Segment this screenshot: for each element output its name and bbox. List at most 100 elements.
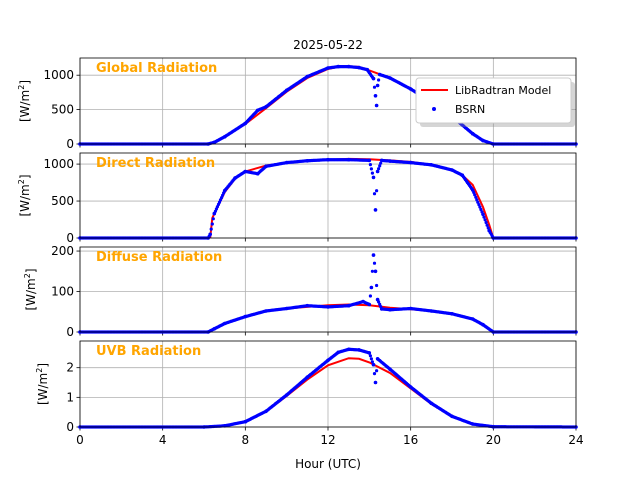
bsrn-point xyxy=(377,167,381,171)
bsrn-point xyxy=(222,321,227,326)
bsrn-point xyxy=(346,157,351,162)
legend-model-label: LibRadtran Model xyxy=(455,84,551,97)
y-tick-label: 0 xyxy=(66,325,74,339)
y-tick-label: 200 xyxy=(51,244,74,258)
bsrn-point xyxy=(284,88,289,93)
bsrn-point xyxy=(374,103,379,108)
bsrn-point xyxy=(450,312,454,316)
bsrn-point xyxy=(377,78,381,82)
bsrn-point xyxy=(371,175,376,180)
bsrn-point xyxy=(388,159,392,163)
bsrn-point xyxy=(388,76,392,80)
y-tick-label: 0 xyxy=(66,420,74,434)
bsrn-point xyxy=(378,164,382,168)
bsrn-point xyxy=(450,414,454,419)
bsrn-point xyxy=(264,409,268,414)
bsrn-point xyxy=(477,203,481,207)
y-tick-label: 0 xyxy=(66,231,74,245)
panel-frame xyxy=(79,340,577,428)
bsrn-point xyxy=(373,94,378,98)
bsrn-point xyxy=(476,200,480,204)
bsrn-point xyxy=(212,327,217,331)
bsrn-point xyxy=(370,171,374,175)
bsrn-point xyxy=(379,161,383,165)
bsrn-point xyxy=(367,302,372,307)
panel-label: Direct Radiation xyxy=(96,156,215,171)
bsrn-point xyxy=(365,67,370,72)
bsrn-point xyxy=(408,385,413,389)
y-tick-label: 500 xyxy=(51,194,74,208)
legend-bsrn-label: BSRN xyxy=(455,103,485,116)
bsrn-point xyxy=(233,176,237,180)
bsrn-point xyxy=(373,208,378,212)
bsrn-point xyxy=(408,87,413,91)
bsrn-point xyxy=(361,299,365,304)
bsrn-point xyxy=(368,163,372,167)
bsrn-point xyxy=(326,358,330,363)
bsrn-point xyxy=(479,207,483,212)
bsrn-point xyxy=(346,303,351,308)
y-tick-label: 2 xyxy=(66,361,74,375)
bsrn-point xyxy=(470,317,475,321)
bsrn-point xyxy=(478,205,482,209)
bsrn-point xyxy=(429,163,434,167)
bsrn-markers xyxy=(78,347,578,429)
bsrn-point xyxy=(208,232,212,237)
bsrn-point xyxy=(264,309,268,313)
bsrn-point xyxy=(470,131,475,136)
bsrn-point xyxy=(485,223,489,227)
y-tick-label: 1 xyxy=(66,390,74,404)
bsrn-point xyxy=(255,108,260,113)
x-tick-label: 8 xyxy=(242,433,250,447)
legend-bsrn-swatch xyxy=(432,107,436,111)
bsrn-point xyxy=(212,211,217,216)
y-axis-label: [W/m2] xyxy=(17,80,32,122)
panel-1: 0 500 1000 [W/m2] Direct Radiation xyxy=(17,152,578,245)
bsrn-point xyxy=(357,65,361,70)
bsrn-point xyxy=(371,362,376,367)
y-tick-label: 0 xyxy=(66,137,74,151)
bsrn-point xyxy=(369,167,373,171)
bsrn-point xyxy=(336,350,341,355)
bsrn-point xyxy=(211,217,215,221)
bsrn-point xyxy=(305,303,310,308)
panel-frame xyxy=(79,152,577,239)
bsrn-point xyxy=(264,164,268,169)
panel-2: 0 100 200 [W/m2] Diffuse Radiation xyxy=(23,244,578,339)
bsrn-point xyxy=(369,357,373,361)
bsrn-point xyxy=(379,158,384,163)
bsrn-point xyxy=(243,121,248,126)
bsrn-point xyxy=(326,305,330,309)
x-tick-label: 4 xyxy=(159,433,167,447)
bsrn-point xyxy=(370,269,374,273)
bsrn-point xyxy=(373,269,378,274)
bsrn-point xyxy=(375,357,380,361)
x-tick-label: 20 xyxy=(486,433,501,447)
bsrn-point xyxy=(336,64,341,69)
bsrn-point xyxy=(429,309,434,313)
bsrn-point xyxy=(368,294,372,298)
bsrn-point xyxy=(377,72,382,77)
bsrn-point xyxy=(473,193,477,197)
legend-box xyxy=(415,77,572,124)
bsrn-point xyxy=(222,188,227,193)
bsrn-point xyxy=(284,306,289,311)
bsrn-point xyxy=(470,188,475,192)
bsrn-point xyxy=(375,283,379,288)
bsrn-point xyxy=(326,66,330,70)
bsrn-point xyxy=(372,192,377,196)
bsrn-point xyxy=(483,218,487,222)
bsrn-point xyxy=(450,168,454,172)
bsrn-point xyxy=(346,64,351,69)
bsrn-point xyxy=(388,307,392,312)
bsrn-point xyxy=(375,369,379,373)
bsrn-point xyxy=(357,348,361,352)
y-tick-label: 500 xyxy=(51,103,74,117)
x-axis-label: Hour (UTC) xyxy=(295,457,361,471)
bsrn-point xyxy=(243,169,248,174)
bsrn-point xyxy=(481,138,485,143)
bsrn-point xyxy=(284,393,289,397)
bsrn-point xyxy=(408,160,413,165)
bsrn-point xyxy=(408,306,413,311)
